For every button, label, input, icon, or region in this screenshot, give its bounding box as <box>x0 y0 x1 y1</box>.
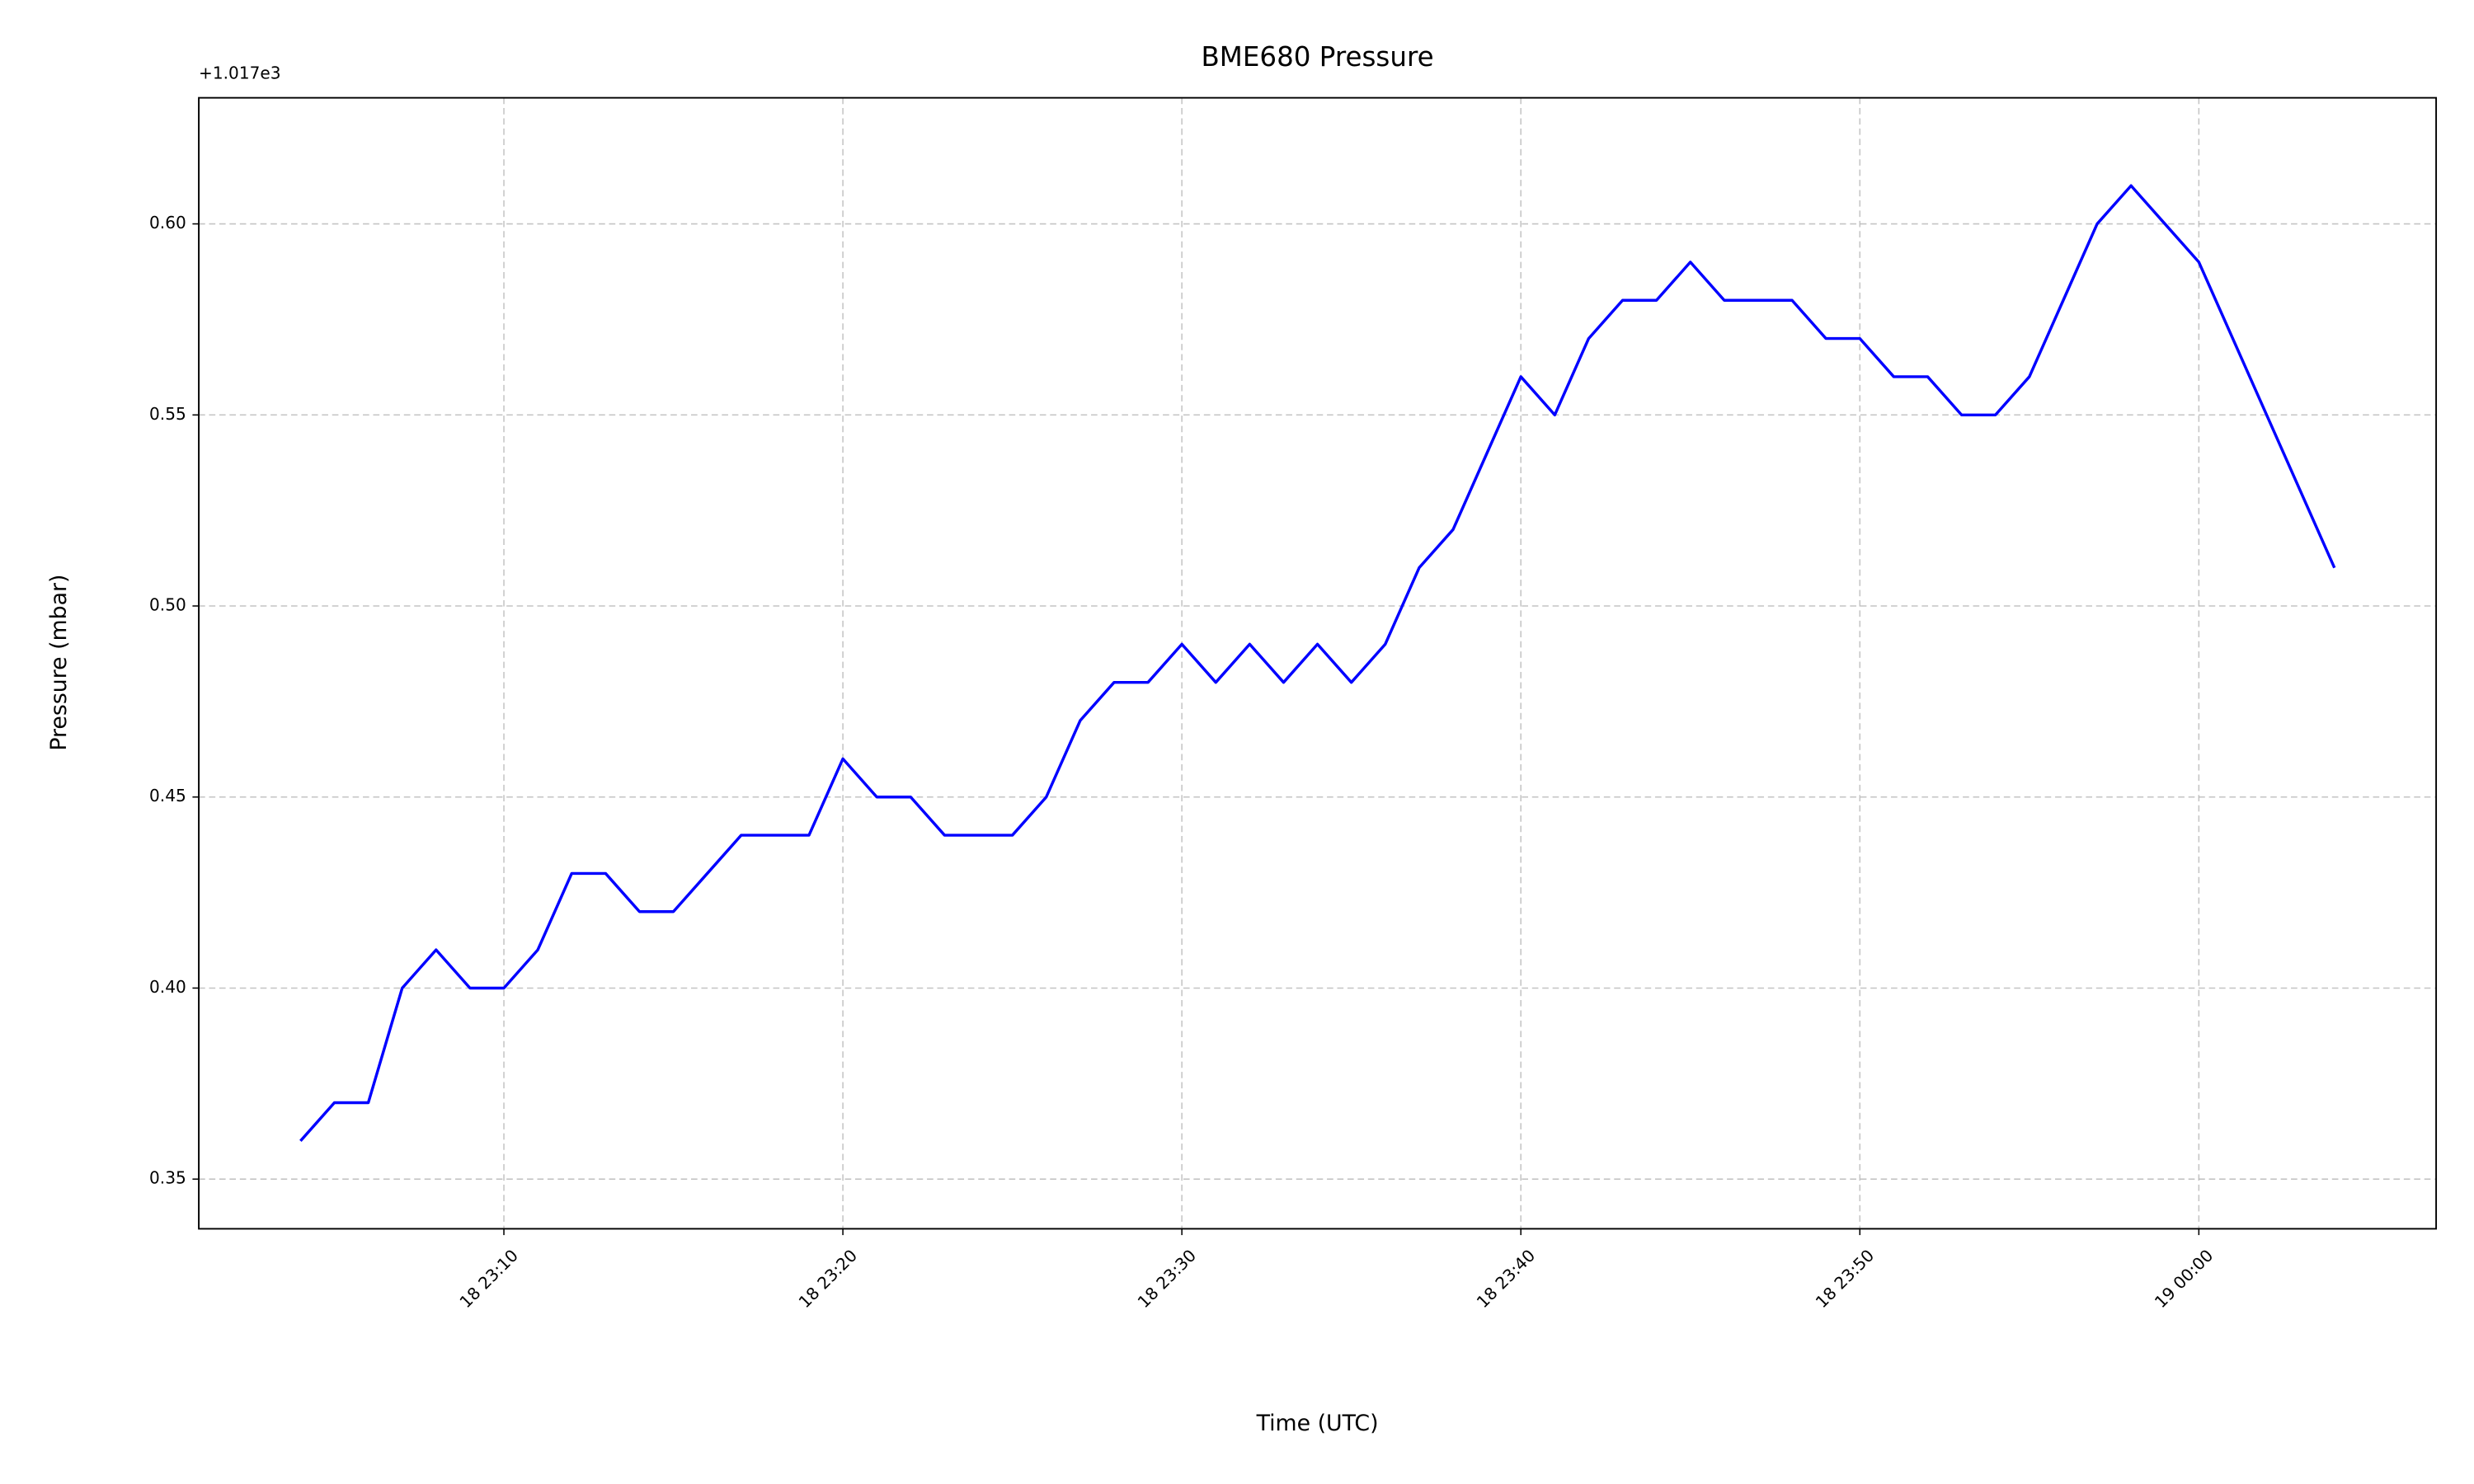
y-tick-label: 0.55 <box>149 404 186 424</box>
data-line <box>299 184 2336 1142</box>
chart-title: BME680 Pressure <box>1201 41 1433 73</box>
y-tick-label: 0.40 <box>149 977 186 997</box>
plot-frame <box>198 96 2438 1230</box>
x-tick-label: 18 23:10 <box>455 1246 521 1312</box>
y-tick-label: 0.45 <box>149 786 186 805</box>
x-axis-label: Time (UTC) <box>1256 1411 1379 1436</box>
y-axis-label: Pressure (mbar) <box>46 574 72 750</box>
y-tick-label: 0.35 <box>149 1168 186 1188</box>
x-tick-label: 18 23:20 <box>795 1246 861 1312</box>
x-tick-label: 18 23:30 <box>1134 1246 1200 1312</box>
x-tick-label: 19 00:00 <box>2151 1246 2217 1312</box>
y-offset-label: +1.017e3 <box>199 63 280 82</box>
x-tick-label: 18 23:50 <box>1812 1246 1878 1312</box>
y-tick-label: 0.50 <box>149 595 186 615</box>
x-tick-label: 18 23:40 <box>1473 1246 1539 1312</box>
y-tick-label: 0.60 <box>149 213 186 232</box>
